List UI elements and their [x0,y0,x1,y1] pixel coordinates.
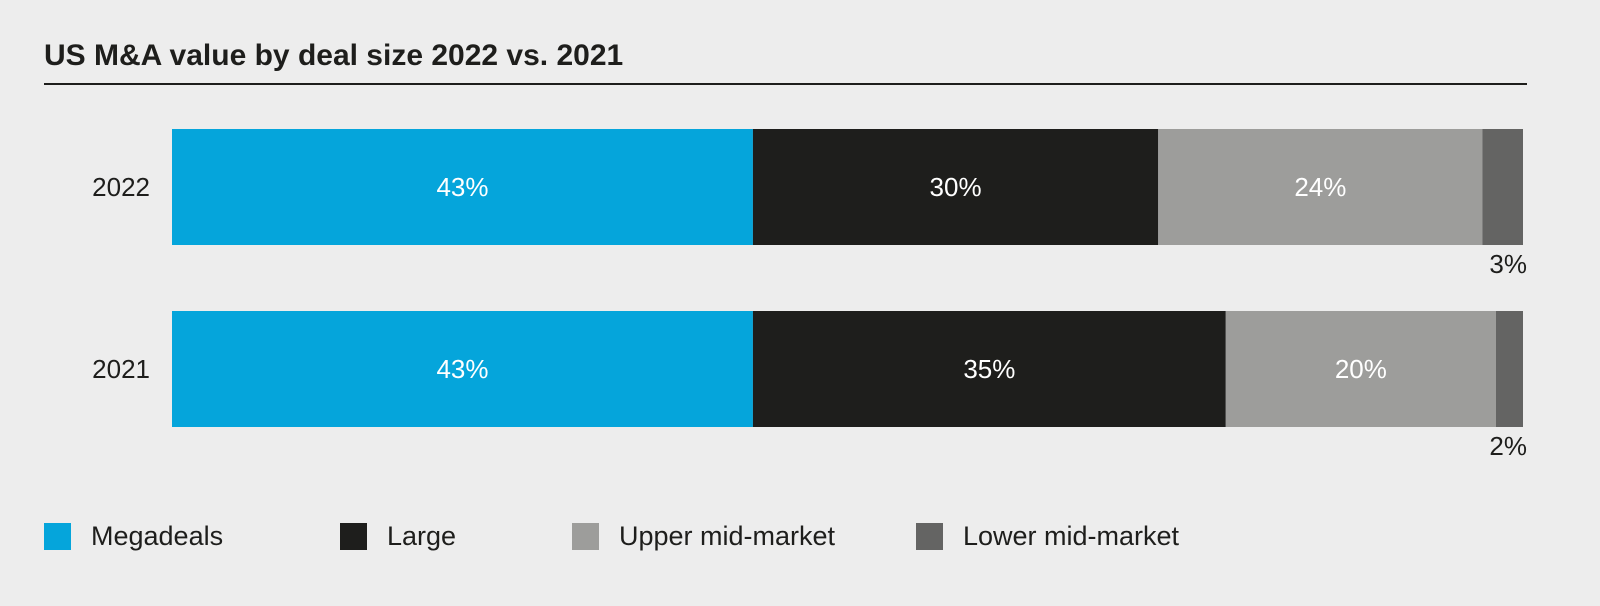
category-label: 2022 [92,172,150,202]
value-label: 35% [963,354,1015,384]
value-label: 24% [1294,172,1346,202]
legend-swatch [916,523,943,550]
bar-segment [1482,129,1523,245]
value-label: 43% [436,354,488,384]
bar-segment [172,311,753,427]
legend-label: Megadeals [91,521,223,551]
legend-swatch [44,523,71,550]
legend-label: Upper mid-market [619,521,836,551]
bar-segment [1158,129,1483,245]
category-label: 2021 [92,354,150,384]
bar-segment [752,311,1226,427]
value-label: 43% [436,172,488,202]
value-label: 3% [1489,249,1527,279]
bar-segment [1495,311,1523,427]
value-label: 2% [1489,431,1527,461]
bar-segment [1225,311,1496,427]
value-label: 30% [930,172,982,202]
legend-label: Large [387,521,456,551]
chart-title: US M&A value by deal size 2022 vs. 2021 [44,39,623,72]
legend-swatch [340,523,367,550]
bar-segment [752,129,1159,245]
value-label: 20% [1335,354,1387,384]
bar-segment [172,129,753,245]
legend-label: Lower mid-market [963,521,1180,551]
legend-swatch [572,523,599,550]
